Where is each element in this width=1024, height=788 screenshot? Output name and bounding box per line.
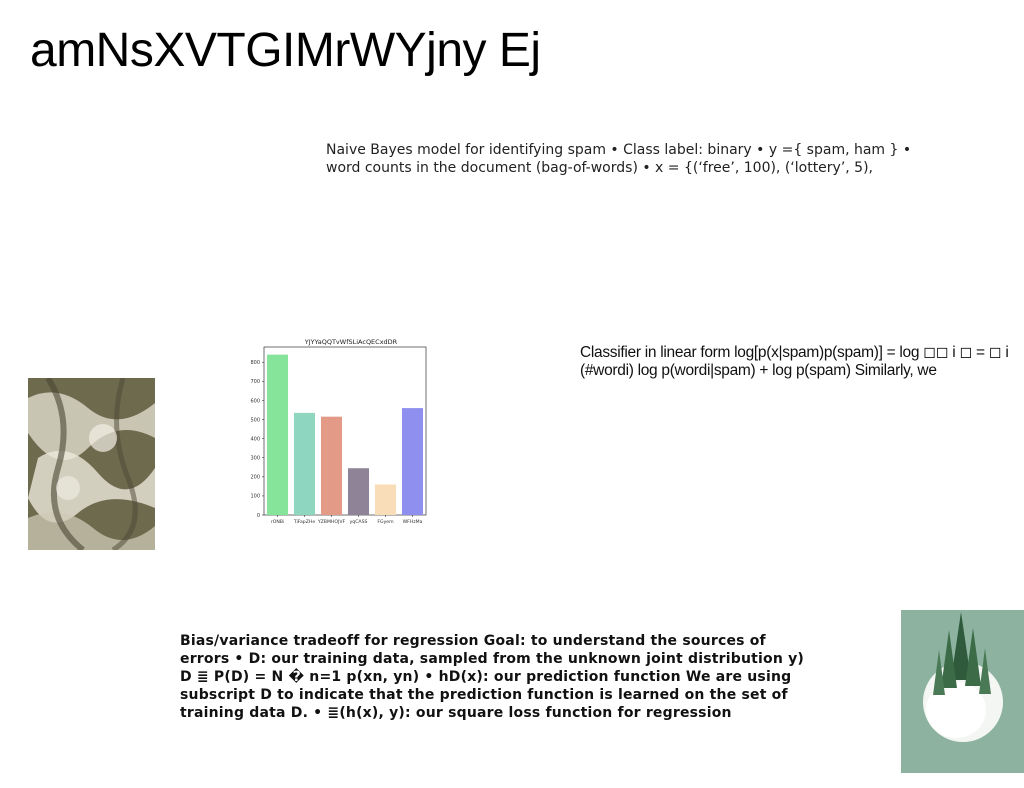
bar-WFHzMa [401, 408, 424, 515]
bar-FGyem [374, 484, 397, 515]
bars [266, 354, 424, 515]
y-tick-label: 400 [250, 436, 260, 442]
y-axis: 0 100 200 300 400 500 600 700 800 [250, 360, 264, 519]
water-foam-photo [28, 378, 155, 550]
chart-title: YJYYaQQTvWfSLiAcQECxdDR [304, 338, 398, 346]
bar-YZBMHOJVF [320, 416, 343, 515]
x-tick-label-FGyem: FGyem [377, 519, 394, 525]
y-tick-label: 200 [250, 475, 260, 481]
bias-variance-paragraph: Bias/variance tradeoff for regression Go… [180, 633, 805, 721]
x-tick-label-rONBi: rONBi [271, 519, 284, 525]
bar-yqCASS [347, 468, 370, 515]
y-tick-label: 700 [250, 379, 260, 385]
x-tick-label-YZBMHOJVF: YZBMHOJVF [317, 519, 346, 525]
y-tick-label: 500 [250, 417, 260, 423]
bar-rONBi [266, 354, 289, 515]
plot-frame [263, 346, 427, 516]
y-tick-label: 300 [250, 456, 260, 462]
snowy-trees-photo [901, 610, 1024, 773]
y-tick-label: 600 [250, 398, 260, 404]
x-axis: rONBi TiFapZHe YZBMHOJVF yqCASS FGyem WFHzMa [271, 515, 423, 525]
linear-classifier-paragraph: Classifier in linear form log[p(x|spam)p… [580, 344, 1009, 379]
y-tick-label: 0 [257, 513, 260, 519]
y-tick-label: 800 [250, 360, 260, 366]
x-tick-label-WFHzMa: WFHzMa [403, 519, 423, 525]
x-tick-label-yqCASS: yqCASS [350, 519, 368, 525]
bar-chart: YJYYaQQTvWfSLiAcQECxdDR 0 100 200 300 400 500… [246, 334, 436, 530]
y-tick-label: 100 [250, 494, 260, 500]
x-tick-label-TiFapZHe: TiFapZHe [293, 519, 315, 525]
spam-model-paragraph: Naive Bayes model for identifying spam •… [326, 142, 912, 176]
page-title: amNsXVTGIMrWYjny Ej [30, 24, 541, 77]
bar-TiFapZHe [293, 412, 316, 515]
